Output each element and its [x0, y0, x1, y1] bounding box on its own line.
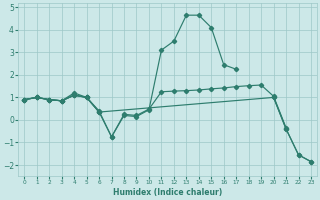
X-axis label: Humidex (Indice chaleur): Humidex (Indice chaleur): [113, 188, 222, 197]
